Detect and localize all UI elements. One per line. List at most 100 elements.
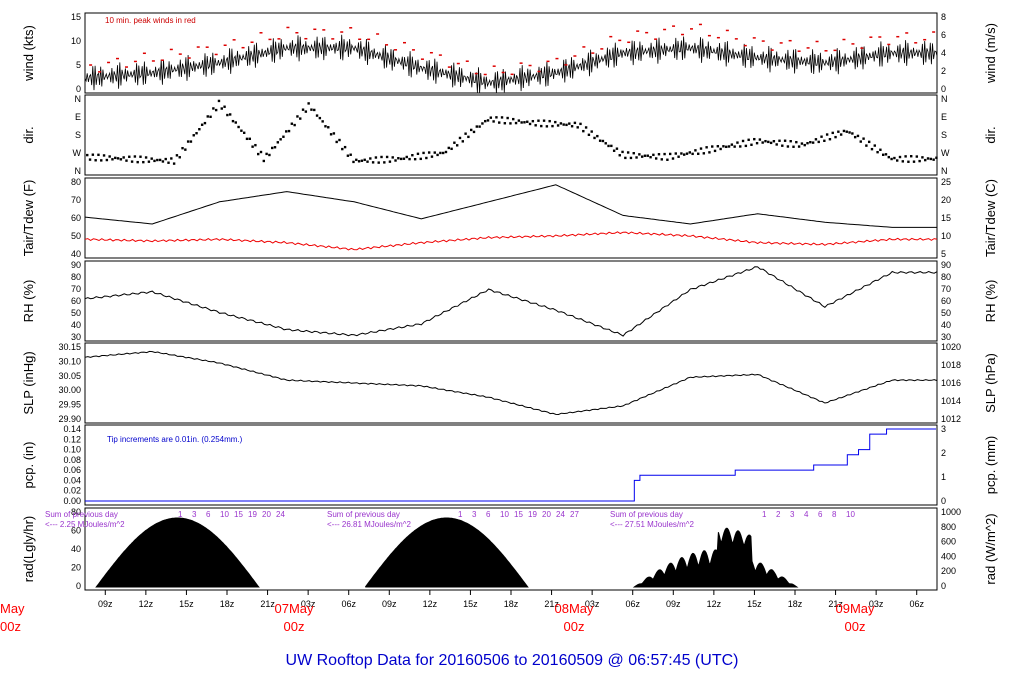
x-tick-label: 03z (869, 599, 884, 609)
direction-point (691, 152, 694, 156)
direction-point (329, 133, 333, 136)
direction-point (467, 135, 470, 139)
direction-point (898, 155, 902, 159)
direction-point (198, 128, 201, 131)
direction-point (526, 120, 529, 123)
panel-3-left-tick-label: 40 (71, 320, 81, 330)
direction-point (422, 151, 425, 155)
direction-point (486, 119, 490, 122)
direction-point (562, 123, 565, 126)
direction-point (332, 132, 336, 135)
panel-3-right-axis-label: RH (%) (983, 280, 998, 323)
radiation-hour-marker: 24 (556, 510, 565, 519)
direction-point (593, 136, 596, 140)
direction-point (419, 157, 422, 161)
direction-point (268, 153, 271, 157)
direction-point (223, 105, 226, 108)
panel-6-left-axis-label: rad(Lgly/hr) (21, 516, 36, 582)
x-tick-label: 15z (179, 599, 194, 609)
direction-point (495, 116, 498, 119)
direction-point (94, 159, 97, 162)
direction-point (352, 160, 355, 164)
panel-6-right-tick-label: 800 (941, 522, 956, 532)
direction-point (727, 145, 731, 148)
direction-point (626, 151, 630, 154)
direction-point (688, 151, 692, 154)
direction-point (884, 153, 888, 156)
direction-point (769, 141, 773, 145)
panel-2-right-tick-label: 5 (941, 249, 946, 259)
panel-6-right-tick-label: 400 (941, 551, 956, 561)
direction-point (310, 108, 313, 111)
direction-point (680, 152, 683, 155)
direction-point (654, 157, 658, 160)
direction-point (722, 145, 725, 148)
direction-point (797, 145, 801, 148)
direction-point (767, 140, 770, 144)
panel-6-left-tick-label: 40 (71, 544, 81, 554)
direction-point (811, 141, 815, 144)
precip-annotation: Tip increments are 0.01in. (0.254mm.) (107, 435, 243, 444)
x-tick-label: 12z (423, 599, 438, 609)
direction-point (834, 135, 837, 139)
direction-point (484, 119, 487, 123)
x-tick-label: 06z (909, 599, 924, 609)
direction-point (867, 140, 871, 144)
direction-point (604, 142, 607, 145)
radiation-hour-marker: 20 (542, 510, 551, 519)
panel-0-left-tick-label: 15 (71, 12, 81, 22)
direction-point (413, 157, 417, 161)
panel-2-left-tick-label: 60 (71, 213, 81, 223)
panel-4-left-tick-label: 30.05 (58, 371, 81, 381)
direction-point (259, 150, 263, 154)
direction-point (677, 155, 680, 158)
panel-6-right-tick-label: 600 (941, 537, 956, 547)
direction-point (296, 115, 299, 118)
x-tick-label: 12z (139, 599, 154, 609)
direction-point (904, 155, 907, 158)
panel-5-right-tick-label: 2 (941, 448, 946, 458)
direction-point (271, 146, 274, 150)
direction-point (783, 139, 787, 142)
direction-point (739, 145, 742, 148)
direction-point (893, 156, 896, 160)
direction-point (556, 124, 560, 127)
direction-point (399, 157, 403, 161)
direction-point (663, 152, 666, 156)
panel-4-right-tick-label: 1014 (941, 396, 961, 406)
panel-3-left-tick-label: 60 (71, 296, 81, 306)
panel-5-left-tick-label: 0.10 (63, 445, 81, 455)
direction-point (338, 138, 341, 142)
direction-point (383, 161, 386, 164)
direction-point (758, 138, 762, 141)
panel-2-left-axis-label: Tair/Tdew (F) (21, 180, 36, 257)
panel-0-left-tick-label: 5 (76, 60, 81, 70)
direction-point (582, 129, 585, 133)
direction-point (744, 144, 748, 148)
direction-point (792, 145, 795, 148)
direction-point (512, 117, 515, 121)
direction-point (114, 156, 117, 160)
direction-point (430, 155, 434, 158)
panel-2-right-tick-label: 15 (941, 213, 951, 223)
panel-5-left-tick-label: 0.12 (63, 434, 81, 444)
direction-point (156, 158, 159, 162)
direction-point (800, 142, 804, 145)
date-hour-3: 00z (845, 619, 866, 634)
direction-point (184, 148, 187, 151)
direction-point (870, 147, 874, 151)
direction-point (248, 137, 251, 140)
precip-line (85, 428, 936, 502)
direction-point (711, 145, 714, 148)
direction-point (918, 159, 921, 163)
radiation-hour-marker: 8 (832, 510, 837, 519)
x-tick-label: 21z (828, 599, 843, 609)
direction-point (568, 122, 571, 125)
direction-point (492, 120, 495, 123)
radiation-hour-marker: 2 (776, 510, 781, 519)
radiation-note-1-line2: <--- 2.25 MJoules/m^2 (45, 520, 125, 529)
direction-point (848, 131, 851, 134)
panel-4-left-tick-label: 29.95 (58, 400, 81, 410)
direction-point (896, 159, 899, 162)
direction-point (772, 140, 776, 143)
